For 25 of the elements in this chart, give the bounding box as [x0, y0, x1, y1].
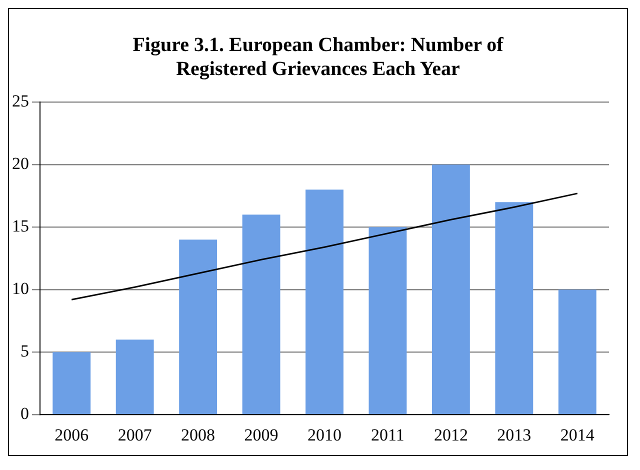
bar — [495, 202, 534, 414]
y-tick-label: 0 — [20, 404, 29, 424]
bar — [432, 164, 470, 414]
y-tick-label: 15 — [12, 216, 29, 236]
bar — [116, 340, 154, 414]
x-tick-label: 2010 — [308, 425, 342, 444]
bar — [306, 190, 344, 414]
bar — [558, 290, 596, 414]
bar — [179, 240, 218, 414]
y-tick-label: 10 — [12, 279, 29, 298]
x-tick-label: 2013 — [497, 425, 532, 444]
y-tick-label: 25 — [12, 92, 29, 111]
chart-title: Figure 3.1. European Chamber: Number of Registered Grievances Each Year — [132, 33, 504, 81]
x-tick-label: 2012 — [434, 425, 468, 444]
x-tick-label: 2009 — [244, 425, 278, 444]
bar — [52, 352, 91, 414]
x-tick-label: 2007 — [118, 425, 152, 444]
x-tick-label: 2006 — [54, 425, 89, 444]
x-tick-label: 2011 — [371, 425, 404, 444]
x-tick-label: 2014 — [560, 425, 595, 444]
y-tick-label: 5 — [20, 342, 29, 361]
bar — [368, 227, 407, 414]
x-tick-label: 2008 — [181, 425, 216, 444]
bar — [242, 214, 280, 414]
y-tick-label: 20 — [12, 154, 29, 174]
